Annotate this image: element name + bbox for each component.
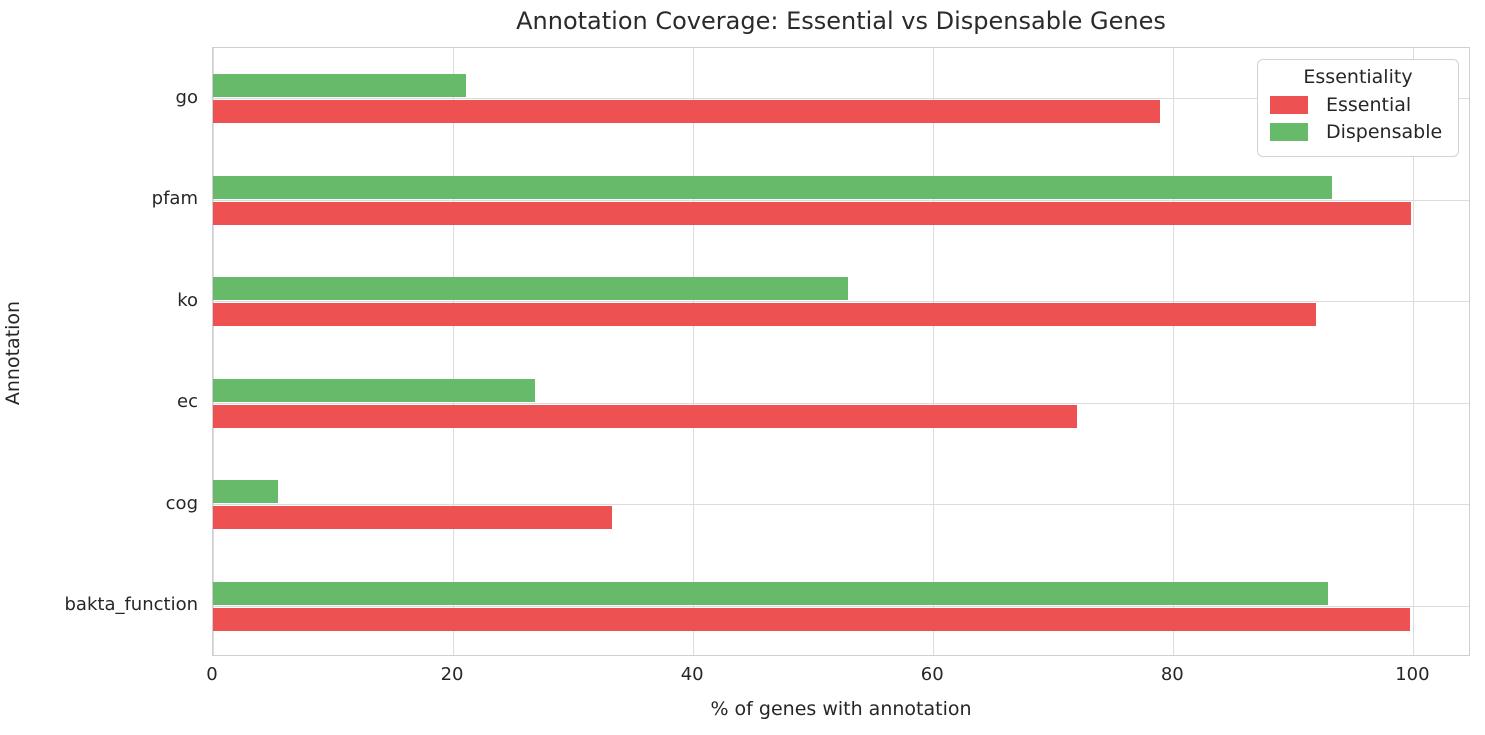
gridline-x-80 <box>1172 48 1174 655</box>
x-tick-20: 20 <box>440 664 464 685</box>
bar-pfam-essential <box>213 201 1411 225</box>
bar-pfam-dispensable <box>213 175 1332 199</box>
legend-row-dispensable: Dispensable <box>1270 121 1448 143</box>
y-tick-bakta_function: bakta_function <box>64 594 199 616</box>
legend-label-essential: Essential <box>1326 94 1412 116</box>
gridline-y-ec <box>213 402 1469 404</box>
gridline-y-cog <box>213 504 1469 506</box>
gridline-y-pfam <box>213 199 1469 201</box>
gridline-x-60 <box>932 48 934 655</box>
x-tick-40: 40 <box>680 664 704 685</box>
y-axis-label: Annotation <box>2 300 24 406</box>
gridline-x-0 <box>212 48 214 655</box>
bar-bakta_function-essential <box>213 607 1410 631</box>
y-tick-ko: ko <box>177 289 198 311</box>
bar-cog-essential <box>213 506 612 530</box>
y-tick-ec: ec <box>177 391 198 413</box>
bar-ec-essential <box>213 404 1078 428</box>
gridline-y-ko <box>213 301 1469 303</box>
legend: Essentiality Essential Dispensable <box>1257 59 1459 157</box>
gridline-x-40 <box>692 48 694 655</box>
bar-ko-dispensable <box>213 277 848 301</box>
gridline-x-100 <box>1412 48 1414 655</box>
legend-title: Essentiality <box>1303 66 1413 88</box>
bar-ec-dispensable <box>213 378 535 402</box>
legend-row-essential: Essential <box>1270 94 1448 116</box>
gridline-y-bakta_function <box>213 605 1469 607</box>
x-tick-80: 80 <box>1160 664 1184 685</box>
legend-swatch-dispensable <box>1270 123 1308 141</box>
chart-title: Annotation Coverage: Essential vs Dispen… <box>516 7 1166 35</box>
bar-bakta_function-dispensable <box>213 581 1329 605</box>
gridline-x-20 <box>452 48 454 655</box>
x-tick-100: 100 <box>1395 664 1430 685</box>
x-axis-label: % of genes with annotation <box>710 698 972 720</box>
bar-ko-essential <box>213 303 1317 327</box>
y-tick-go: go <box>175 86 198 108</box>
y-tick-cog: cog <box>165 492 198 514</box>
x-tick-60: 60 <box>920 664 944 685</box>
y-tick-pfam: pfam <box>151 188 198 210</box>
x-tick-0: 0 <box>206 664 218 685</box>
bar-go-dispensable <box>213 74 467 98</box>
gridline-y-go <box>213 98 1469 100</box>
legend-label-dispensable: Dispensable <box>1326 121 1443 143</box>
plot-area: Essentiality Essential Dispensable <box>212 47 1470 656</box>
bar-cog-dispensable <box>213 480 278 504</box>
bar-go-essential <box>213 100 1161 124</box>
legend-rows: Essential Dispensable <box>1268 94 1448 143</box>
legend-swatch-essential <box>1270 96 1308 114</box>
